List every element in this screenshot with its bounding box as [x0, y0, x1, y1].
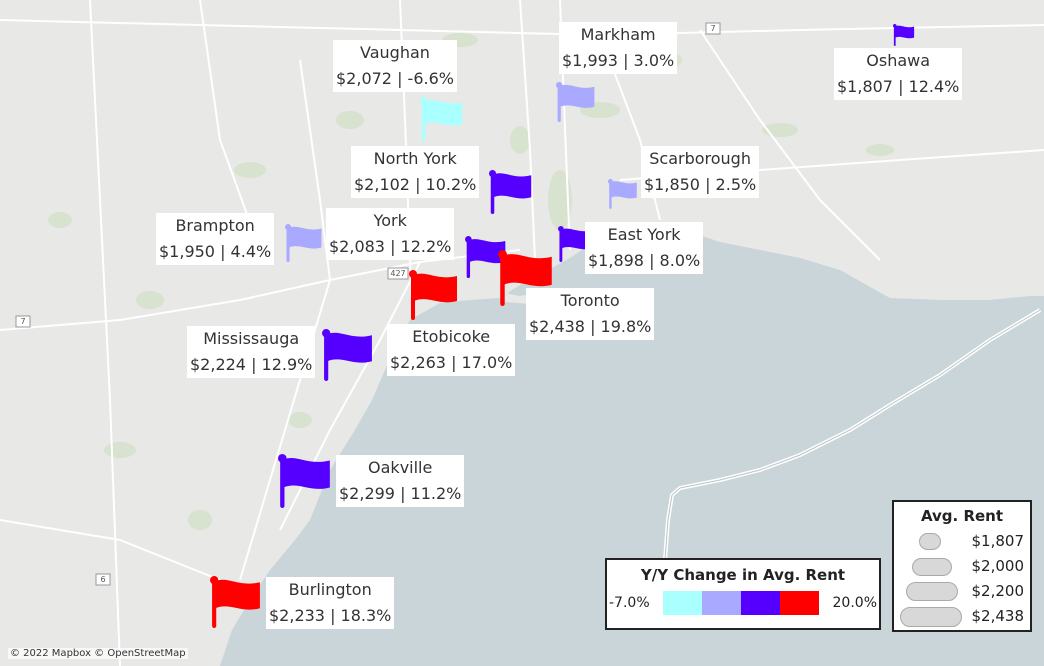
size-legend-value: $2,200	[971, 582, 1025, 600]
size-legend: Avg. Rent $1,807 $2,000 $2,200 $2,438	[892, 500, 1032, 632]
label-york[interactable]: York $2,083 | 12.2%	[326, 208, 455, 260]
city-values: $2,102 | 10.2%	[354, 175, 477, 194]
size-legend-value: $2,438	[971, 607, 1025, 625]
city-values: $1,807 | 12.4%	[837, 77, 960, 96]
city-name: Markham	[580, 25, 656, 44]
flag-marker-brampton[interactable]	[285, 223, 323, 263]
flag-marker-vaughan[interactable]	[420, 97, 464, 141]
size-legend-row: $2,200	[894, 579, 1030, 603]
city-name: York	[373, 211, 407, 230]
label-scarborough[interactable]: Scarborough $1,850 | 2.5%	[641, 146, 760, 198]
city-values: $2,083 | 12.2%	[329, 237, 452, 256]
size-legend-row: $2,438	[894, 604, 1030, 628]
flag-marker-scarborough[interactable]	[608, 178, 638, 210]
city-values: $2,233 | 18.3%	[269, 606, 392, 625]
city-name: East York	[607, 225, 681, 244]
label-north-york[interactable]: North York $2,102 | 10.2%	[351, 146, 480, 198]
label-etobicoke[interactable]: Etobicoke $2,263 | 17.0%	[387, 324, 516, 376]
highway-shields: 7 427 7 6	[15, 22, 721, 586]
city-name: Scarborough	[649, 149, 751, 168]
color-swatch-mid1	[702, 591, 741, 615]
color-legend-low: -7.0%	[609, 595, 650, 611]
size-chip-4	[900, 607, 962, 627]
city-name: North York	[373, 149, 457, 168]
size-chip-2	[912, 558, 952, 576]
city-values: $1,950 | 4.4%	[159, 242, 272, 261]
shield-7-west: 7	[20, 317, 25, 326]
size-legend-value: $2,000	[971, 557, 1025, 575]
city-name: Mississauga	[203, 329, 300, 348]
flag-marker-etobicoke[interactable]	[408, 270, 460, 320]
map-attribution[interactable]: © 2022 Mapbox © OpenStreetMap	[8, 648, 188, 659]
color-legend: Y/Y Change in Avg. Rent -7.0% 20.0%	[605, 558, 881, 630]
city-values: $1,850 | 2.5%	[644, 175, 757, 194]
flag-marker-oshawa[interactable]	[893, 24, 915, 46]
size-chip-1	[919, 533, 941, 550]
label-east-york[interactable]: East York $1,898 | 8.0%	[585, 222, 704, 274]
flag-marker-mississauga[interactable]	[322, 328, 374, 382]
flag-marker-markham[interactable]	[556, 82, 596, 122]
flag-marker-north-york[interactable]	[489, 170, 533, 214]
flag-marker-toronto[interactable]	[498, 250, 554, 306]
city-name: Burlington	[288, 580, 372, 599]
city-values: $2,438 | 19.8%	[529, 317, 652, 336]
shield-7-north: 7	[710, 24, 715, 33]
label-brampton[interactable]: Brampton $1,950 | 4.4%	[156, 213, 275, 265]
color-legend-high: 20.0%	[832, 595, 877, 611]
size-chip-3	[906, 582, 958, 601]
city-values: $2,263 | 17.0%	[390, 353, 513, 372]
flag-marker-york[interactable]	[464, 236, 508, 278]
shield-6: 6	[100, 575, 105, 584]
color-swatch-high	[780, 591, 819, 615]
label-mississauga[interactable]: Mississauga $2,224 | 12.9%	[187, 326, 316, 378]
flag-marker-burlington[interactable]	[210, 576, 262, 628]
label-oakville[interactable]: Oakville $2,299 | 11.2%	[336, 455, 465, 507]
city-values: $2,224 | 12.9%	[190, 355, 313, 374]
size-legend-row: $2,000	[894, 554, 1030, 578]
city-values: $2,299 | 11.2%	[339, 484, 462, 503]
color-swatch-mid2	[741, 591, 780, 615]
city-name: Brampton	[175, 216, 255, 235]
label-vaughan[interactable]: Vaughan $2,072 | -6.6%	[333, 40, 457, 92]
color-swatch-low	[663, 591, 702, 615]
city-name: Oakville	[368, 458, 433, 477]
city-values: $1,898 | 8.0%	[588, 251, 701, 270]
city-name: Etobicoke	[412, 327, 491, 346]
city-name: Oshawa	[866, 51, 931, 70]
flag-marker-oakville[interactable]	[278, 454, 332, 508]
flag-marker-east-york[interactable]	[558, 226, 594, 262]
color-legend-title: Y/Y Change in Avg. Rent	[640, 566, 846, 584]
label-toronto[interactable]: Toronto $2,438 | 19.8%	[526, 288, 655, 340]
city-name: Toronto	[560, 291, 620, 310]
size-legend-value: $1,807	[971, 532, 1025, 550]
shield-427: 427	[390, 269, 405, 278]
size-legend-row: $1,807	[894, 529, 1030, 553]
city-values: $1,993 | 3.0%	[562, 51, 675, 70]
label-markham[interactable]: Markham $1,993 | 3.0%	[559, 22, 678, 74]
size-legend-title: Avg. Rent	[920, 507, 1004, 525]
label-burlington[interactable]: Burlington $2,233 | 18.3%	[266, 577, 395, 629]
label-oshawa[interactable]: Oshawa $1,807 | 12.4%	[834, 48, 963, 100]
city-name: Vaughan	[360, 43, 430, 62]
city-values: $2,072 | -6.6%	[336, 69, 454, 88]
